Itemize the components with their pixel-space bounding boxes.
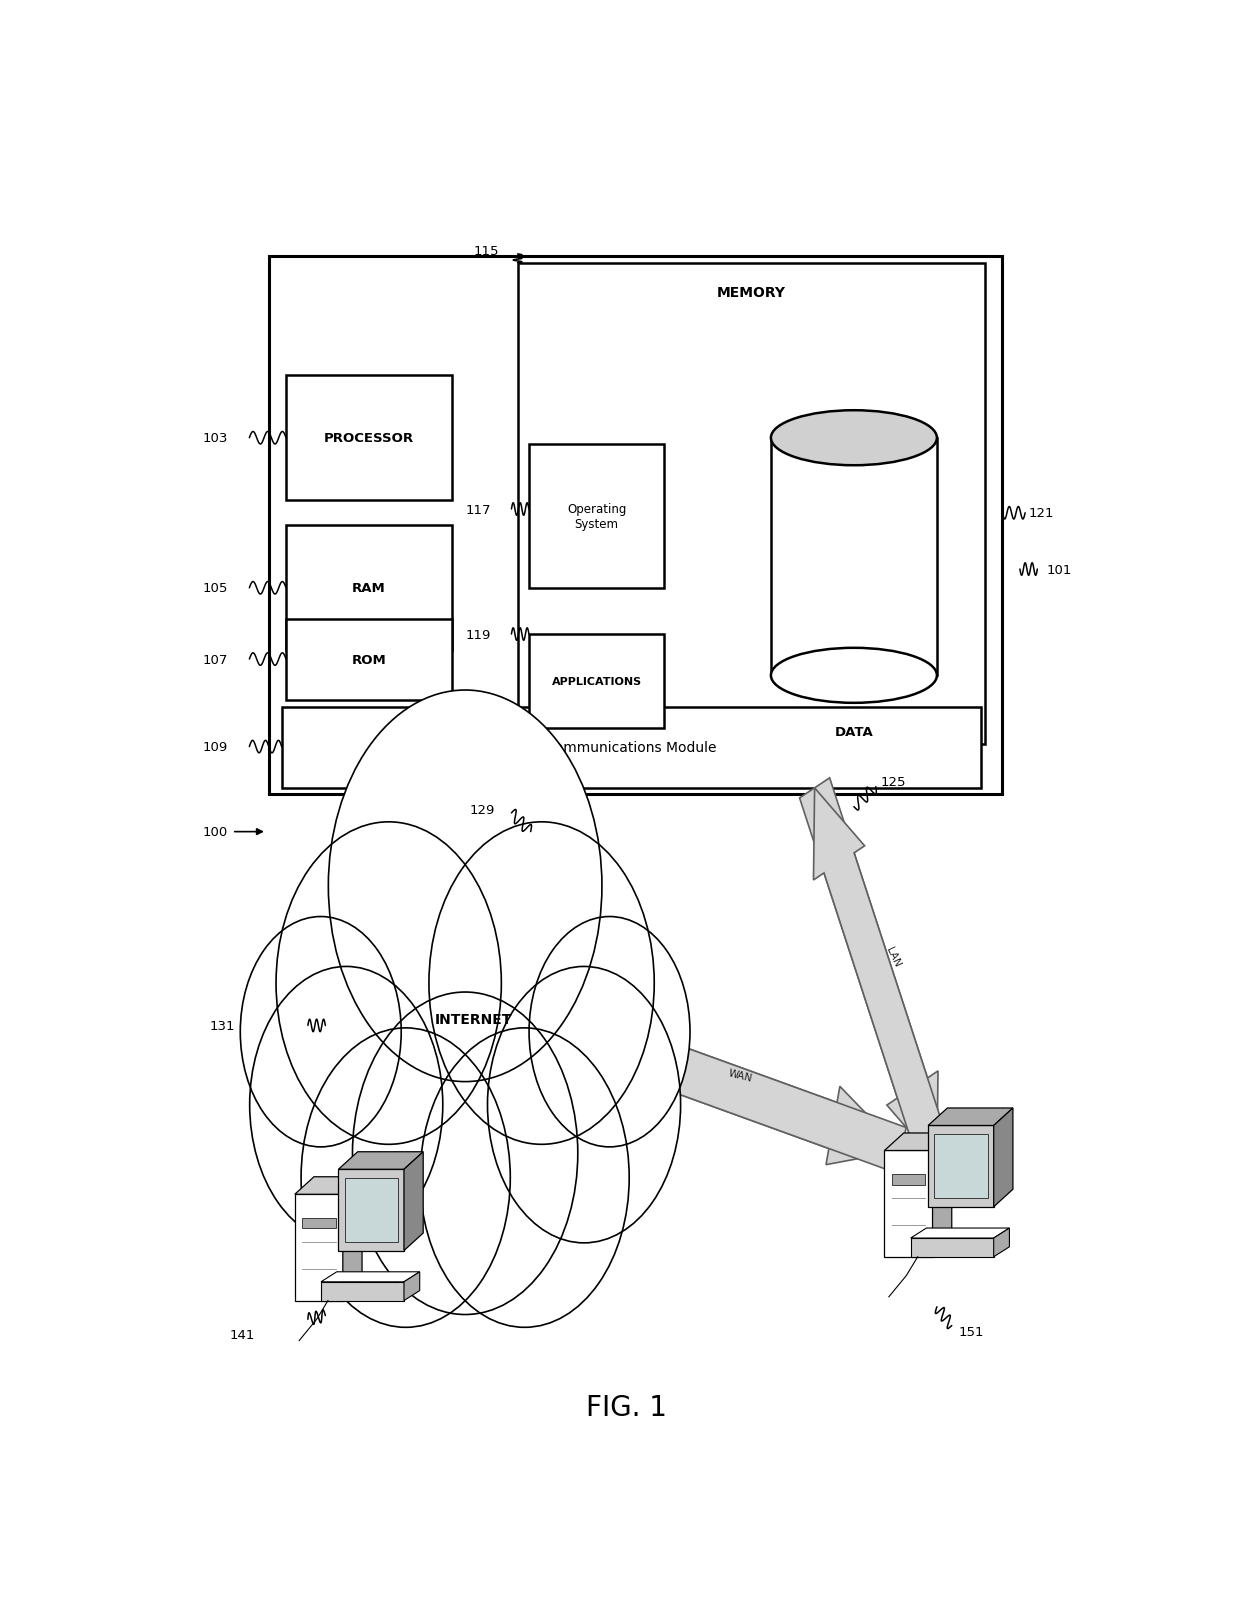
Text: DATA: DATA <box>835 725 873 738</box>
Circle shape <box>249 967 443 1243</box>
Polygon shape <box>771 438 937 675</box>
Text: LAN: LAN <box>884 946 903 969</box>
Text: 115: 115 <box>474 245 500 258</box>
Polygon shape <box>884 1151 932 1256</box>
Text: ROM: ROM <box>352 654 387 667</box>
Text: 125: 125 <box>880 776 905 789</box>
Text: 105: 105 <box>203 583 228 596</box>
Polygon shape <box>492 786 549 982</box>
FancyBboxPatch shape <box>269 256 1002 795</box>
Polygon shape <box>557 1011 906 1173</box>
Polygon shape <box>339 1152 423 1170</box>
Polygon shape <box>360 1048 438 1214</box>
Text: Operating
System: Operating System <box>567 503 626 531</box>
Circle shape <box>241 917 402 1147</box>
Text: APPLICATIONS: APPLICATIONS <box>552 677 641 687</box>
Text: MEMORY: MEMORY <box>717 286 786 300</box>
FancyBboxPatch shape <box>286 620 453 701</box>
Polygon shape <box>295 1177 362 1195</box>
Circle shape <box>429 823 655 1144</box>
Text: FIG. 1: FIG. 1 <box>587 1393 667 1422</box>
Polygon shape <box>303 1217 336 1229</box>
Text: RAM: RAM <box>352 583 386 596</box>
Polygon shape <box>497 789 554 985</box>
Polygon shape <box>892 1173 925 1185</box>
Circle shape <box>352 992 578 1315</box>
Polygon shape <box>404 1152 423 1251</box>
Polygon shape <box>993 1109 1013 1208</box>
Text: WAN: WAN <box>727 1068 754 1084</box>
Polygon shape <box>813 789 952 1173</box>
Text: 100: 100 <box>203 826 228 839</box>
Polygon shape <box>345 1178 398 1242</box>
Text: 117: 117 <box>465 503 491 516</box>
Text: WAN: WAN <box>373 1115 394 1141</box>
Ellipse shape <box>771 411 937 466</box>
Text: Communications Module: Communications Module <box>546 740 717 755</box>
Polygon shape <box>800 779 937 1164</box>
Polygon shape <box>993 1229 1009 1256</box>
Circle shape <box>487 967 681 1243</box>
Text: 141: 141 <box>229 1328 254 1341</box>
Polygon shape <box>929 1126 993 1208</box>
Polygon shape <box>934 1134 987 1198</box>
Ellipse shape <box>771 649 937 703</box>
Circle shape <box>529 917 689 1147</box>
Polygon shape <box>295 1195 342 1300</box>
Polygon shape <box>932 1133 952 1256</box>
Polygon shape <box>553 1003 901 1165</box>
Polygon shape <box>910 1229 1009 1238</box>
Polygon shape <box>910 1238 993 1256</box>
Text: 107: 107 <box>203 652 228 665</box>
Text: 103: 103 <box>203 432 228 445</box>
Text: 101: 101 <box>1047 563 1071 576</box>
FancyBboxPatch shape <box>286 526 453 651</box>
Text: WAN: WAN <box>522 872 534 898</box>
Polygon shape <box>321 1272 419 1282</box>
FancyBboxPatch shape <box>529 445 665 589</box>
FancyBboxPatch shape <box>517 263 985 745</box>
Polygon shape <box>884 1133 952 1151</box>
Polygon shape <box>357 1057 435 1222</box>
Text: 109: 109 <box>203 740 228 753</box>
Circle shape <box>277 823 501 1144</box>
Polygon shape <box>404 1272 419 1300</box>
Polygon shape <box>929 1109 1013 1126</box>
Polygon shape <box>339 1170 404 1251</box>
Polygon shape <box>342 1177 362 1300</box>
Text: PROCESSOR: PROCESSOR <box>324 432 414 445</box>
FancyBboxPatch shape <box>281 708 981 789</box>
Text: 119: 119 <box>465 628 491 641</box>
Circle shape <box>329 691 601 1083</box>
Circle shape <box>420 1029 629 1328</box>
Text: INTERNET: INTERNET <box>435 1013 512 1027</box>
Polygon shape <box>321 1282 404 1300</box>
Circle shape <box>301 1029 511 1328</box>
Text: 121: 121 <box>1029 506 1054 519</box>
FancyBboxPatch shape <box>286 377 453 502</box>
FancyBboxPatch shape <box>529 635 665 729</box>
Text: 129: 129 <box>470 803 495 816</box>
Text: 151: 151 <box>959 1326 985 1339</box>
Text: 131: 131 <box>210 1019 234 1032</box>
